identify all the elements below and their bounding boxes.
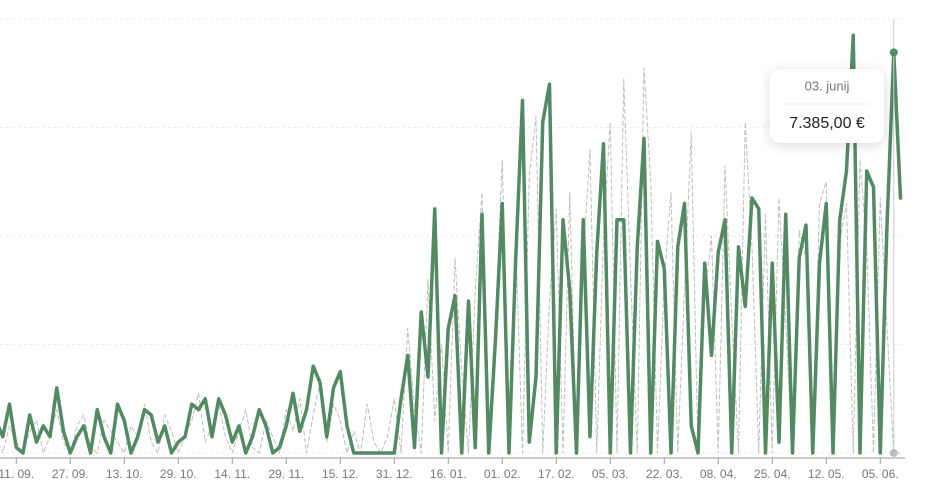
- x-tick-label: 16. 01.: [430, 467, 467, 481]
- x-tick-label: 15. 12.: [322, 467, 359, 481]
- x-tick-label: 17. 02.: [538, 467, 575, 481]
- x-tick-label: 11. 09.: [0, 467, 34, 481]
- hover: [889, 19, 898, 457]
- x-tick-label: 05. 06.: [862, 467, 899, 481]
- comparison-line: [0, 67, 901, 454]
- x-axis-labels: 11. 09. 27. 09. 13. 10. 29. 10. 14. 11. 29. 1…: [0, 458, 899, 481]
- tooltip-title: 03. junij: [805, 78, 850, 93]
- hover-dot: [889, 449, 898, 457]
- hover-dot: [889, 48, 898, 57]
- x-tick-label: 25. 04.: [754, 467, 791, 481]
- x-tick-label: 22. 03.: [646, 467, 683, 481]
- tooltip-box: [770, 69, 884, 143]
- lines: [0, 33, 903, 455]
- x-tick-label: 01. 02.: [484, 467, 521, 481]
- x-tick-label: 27. 09.: [52, 467, 89, 481]
- x-tick-label: 31. 12.: [376, 467, 413, 481]
- x-tick-label: 05. 03.: [592, 467, 629, 481]
- x-tick-label: 29. 10.: [160, 467, 197, 481]
- series-line: [0, 33, 903, 455]
- x-tick-label: 29. 11.: [268, 467, 304, 481]
- x-tick-label: 12. 05.: [808, 467, 845, 481]
- tooltip-value: 7.385,00 €: [789, 115, 865, 132]
- tooltip: 03. junij 7.385,00 €: [770, 69, 884, 143]
- x-tick-label: 14. 11.: [214, 467, 250, 481]
- x-tick-label: 08. 04.: [700, 467, 737, 481]
- x-tick-label: 13. 10.: [106, 467, 143, 481]
